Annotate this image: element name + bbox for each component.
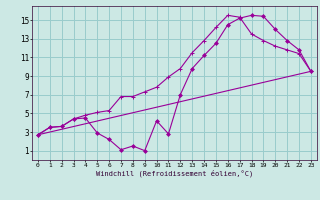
X-axis label: Windchill (Refroidissement éolien,°C): Windchill (Refroidissement éolien,°C) [96,169,253,177]
